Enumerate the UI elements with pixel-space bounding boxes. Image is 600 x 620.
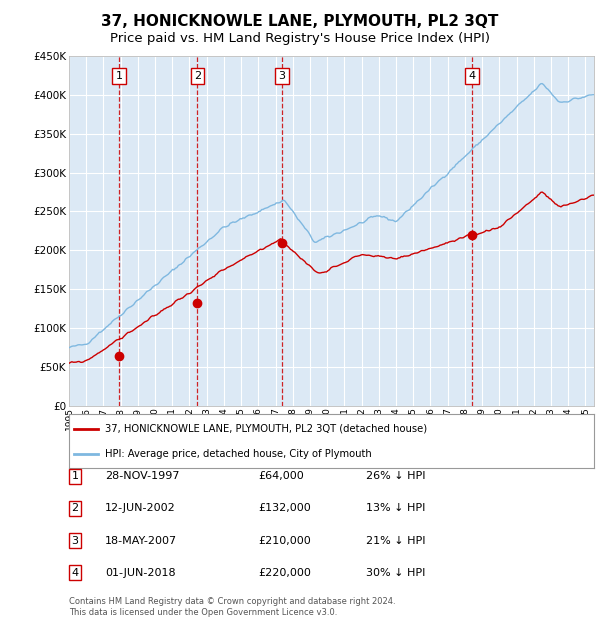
Text: HPI: Average price, detached house, City of Plymouth: HPI: Average price, detached house, City… xyxy=(105,450,371,459)
Text: 18-MAY-2007: 18-MAY-2007 xyxy=(105,536,177,546)
Text: Price paid vs. HM Land Registry's House Price Index (HPI): Price paid vs. HM Land Registry's House … xyxy=(110,32,490,45)
Text: Contains HM Land Registry data © Crown copyright and database right 2024.
This d: Contains HM Land Registry data © Crown c… xyxy=(69,598,395,617)
Text: 4: 4 xyxy=(469,71,476,81)
Text: 13% ↓ HPI: 13% ↓ HPI xyxy=(366,503,425,513)
Text: £64,000: £64,000 xyxy=(258,471,304,481)
Text: 37, HONICKNOWLE LANE, PLYMOUTH, PL2 3QT (detached house): 37, HONICKNOWLE LANE, PLYMOUTH, PL2 3QT … xyxy=(105,424,427,434)
Text: 30% ↓ HPI: 30% ↓ HPI xyxy=(366,568,425,578)
Text: 12-JUN-2002: 12-JUN-2002 xyxy=(105,503,176,513)
Text: 3: 3 xyxy=(71,536,79,546)
Text: 26% ↓ HPI: 26% ↓ HPI xyxy=(366,471,425,481)
Text: 2: 2 xyxy=(194,71,201,81)
Text: £132,000: £132,000 xyxy=(258,503,311,513)
Text: 4: 4 xyxy=(71,568,79,578)
Text: £210,000: £210,000 xyxy=(258,536,311,546)
Text: 37, HONICKNOWLE LANE, PLYMOUTH, PL2 3QT: 37, HONICKNOWLE LANE, PLYMOUTH, PL2 3QT xyxy=(101,14,499,29)
Text: 1: 1 xyxy=(71,471,79,481)
Text: 21% ↓ HPI: 21% ↓ HPI xyxy=(366,536,425,546)
Text: 01-JUN-2018: 01-JUN-2018 xyxy=(105,568,176,578)
Text: £220,000: £220,000 xyxy=(258,568,311,578)
Text: 3: 3 xyxy=(278,71,286,81)
Text: 2: 2 xyxy=(71,503,79,513)
Text: 28-NOV-1997: 28-NOV-1997 xyxy=(105,471,179,481)
Text: 1: 1 xyxy=(116,71,122,81)
